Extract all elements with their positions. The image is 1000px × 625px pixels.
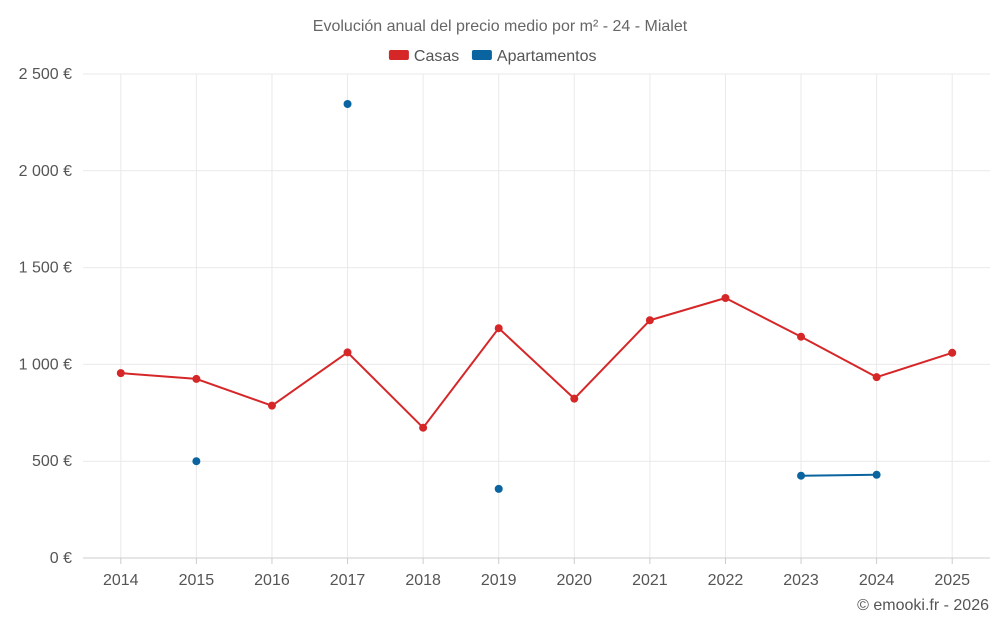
data-point[interactable] <box>494 324 503 333</box>
grid <box>83 73 990 558</box>
y-tick-label: 0 € <box>50 550 72 567</box>
legend: Casas Apartamentos <box>388 48 597 65</box>
x-tick-label: 2018 <box>405 572 441 589</box>
data-point[interactable] <box>570 394 579 403</box>
x-tick-label: 2025 <box>934 572 970 589</box>
data-point[interactable] <box>645 316 654 325</box>
series-line-segment <box>875 351 954 379</box>
series-line-segment <box>270 351 349 407</box>
y-tick-label: 500 € <box>32 453 72 470</box>
x-tick-label: 2023 <box>783 572 819 589</box>
series-line-segment <box>724 296 803 338</box>
axes: 0 € 500 € 1 000 € 1 500 € 2 000 € 2 500 € 2014… <box>19 66 990 589</box>
x-tick-label: 2024 <box>859 572 895 589</box>
series-casas <box>116 293 957 432</box>
data-point[interactable] <box>192 457 201 466</box>
legend-swatch <box>388 50 409 60</box>
series-line-segment <box>346 351 425 429</box>
x-tick-label: 2015 <box>179 572 215 589</box>
x-tick-label: 2014 <box>103 572 139 589</box>
y-tick-label: 2 000 € <box>19 163 72 180</box>
data-point[interactable] <box>721 293 730 302</box>
series-line-segment <box>195 377 273 407</box>
chart-title: Evolución anual del precio medio por m² … <box>313 18 688 35</box>
data-point[interactable] <box>797 332 806 341</box>
data-point[interactable] <box>948 348 957 357</box>
series <box>116 100 957 493</box>
data-point[interactable] <box>267 401 276 410</box>
legend-swatch <box>471 50 492 60</box>
x-tick-label: 2017 <box>330 572 366 589</box>
series-line-segment <box>573 319 651 400</box>
x-tick-label: 2021 <box>632 572 668 589</box>
data-point[interactable] <box>797 471 806 480</box>
legend-item-apartamentos[interactable]: Apartamentos <box>471 48 597 65</box>
x-tick-label: 2022 <box>708 572 744 589</box>
series-line-segment <box>119 372 198 380</box>
series-line-segment <box>422 327 500 429</box>
y-tick-label: 1 000 € <box>19 356 72 373</box>
legend-item-casas[interactable]: Casas <box>388 48 459 65</box>
y-tick-label: 2 500 € <box>19 66 72 83</box>
series-line-segment <box>800 335 878 379</box>
y-tick-label: 1 500 € <box>19 260 72 277</box>
x-tick-label: 2020 <box>556 572 592 589</box>
series-line-segment <box>497 327 576 400</box>
x-tick-label: 2016 <box>254 572 290 589</box>
legend-label: Apartamentos <box>497 48 597 65</box>
data-point[interactable] <box>872 470 881 479</box>
data-point[interactable] <box>343 348 352 357</box>
data-point[interactable] <box>116 369 125 378</box>
data-point[interactable] <box>872 373 881 382</box>
credit-text: © emooki.fr - 2026 <box>857 597 989 614</box>
x-tick-label: 2019 <box>481 572 517 589</box>
series-line-segment <box>800 473 878 477</box>
series-line-segment <box>648 296 727 322</box>
data-point[interactable] <box>192 374 201 383</box>
data-point[interactable] <box>343 100 352 109</box>
series-apartamentos <box>192 100 881 493</box>
data-point[interactable] <box>494 484 503 493</box>
data-point[interactable] <box>419 423 428 432</box>
legend-label: Casas <box>414 48 459 65</box>
